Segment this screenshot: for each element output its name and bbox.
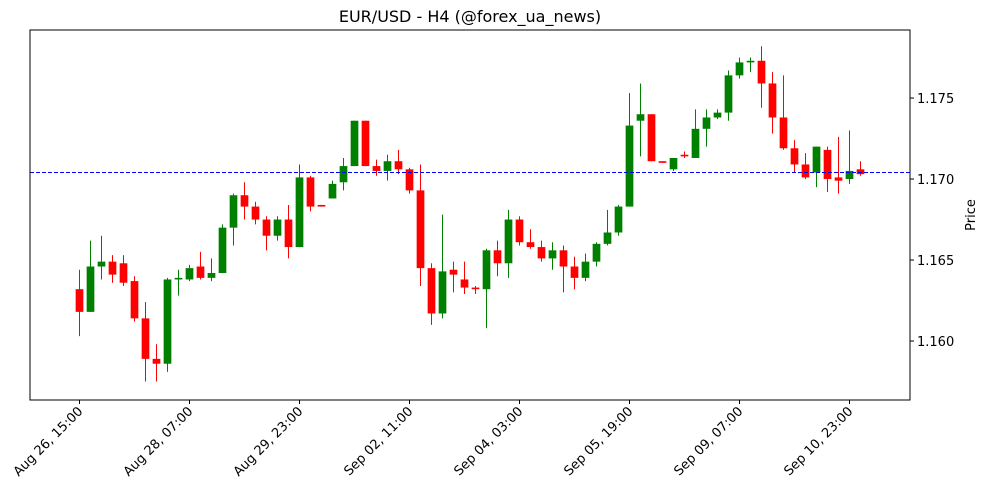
candle-body [823,149,832,180]
candle-body [746,60,755,63]
candle-body [603,232,612,244]
candle-body [669,157,678,170]
candle-body [317,204,326,207]
candle-body [306,177,315,207]
candle-body [614,206,623,233]
candle-body [691,128,700,158]
y-tick-label: 1.160 [917,335,954,350]
candle-body [790,148,799,165]
candle-body [834,177,843,181]
candle-body [856,169,865,175]
candle-body [438,271,447,314]
candle-body [86,266,95,312]
y-tick-label: 1.165 [917,254,954,269]
candle-body [328,183,337,199]
candle-body [768,83,777,118]
candle-body [97,261,106,267]
candle-body [702,117,711,129]
candle-body [592,243,601,262]
candle-body [372,166,381,171]
candle-body [482,250,491,290]
candle-body [526,242,535,248]
candle-body [405,169,414,191]
candle-body [559,250,568,267]
candle-body [141,318,150,359]
candle-body [460,279,469,288]
candle-body [504,219,513,264]
candle-body [174,277,183,280]
candle-body [801,164,810,178]
candle-body [75,289,84,312]
candle-body [262,219,271,236]
candle-body [163,279,172,364]
candle-body [196,266,205,278]
chart-title: EUR/USD - H4 (@forex_ua_news) [339,7,601,27]
candle-body [185,268,194,280]
candle-body [416,190,425,269]
candle-body [570,266,579,278]
candle-body [218,227,227,273]
candle-body [812,146,821,173]
candle-body [383,161,392,171]
candle-body [240,195,249,207]
candle-body [295,177,304,248]
y-axis-label: Price [964,199,979,231]
candle-body [361,120,370,167]
candle-body [493,250,502,264]
candle-body [537,247,546,259]
candle-body [108,261,117,275]
candle-body [350,120,359,167]
candle-body [845,170,854,180]
candle-body [339,166,348,183]
candle-body [207,272,216,278]
candle-body [251,206,260,220]
candle-body [658,161,667,163]
candle-body [229,195,238,228]
candle-body [680,154,689,157]
candle-body [130,281,139,319]
candle-body [625,125,634,207]
candle-body [471,287,480,290]
candle-body [427,268,436,314]
candle-body [449,269,458,275]
candle-body [636,114,645,121]
candle-body [724,75,733,113]
y-tick-label: 1.170 [917,173,954,188]
candle-body [152,358,161,364]
y-tick-label: 1.175 [917,92,954,107]
candle-body [757,60,766,84]
candle-body [284,219,293,248]
candle-body [779,117,788,149]
candle-body [713,112,722,118]
plot-frame [29,29,911,401]
candle-body [548,250,557,259]
candle-body [273,219,282,236]
candle-body [581,261,590,278]
candle-body [515,219,524,243]
candle-body [394,161,403,170]
candle-body [647,114,656,162]
candle-body [119,263,128,283]
candle-body [735,62,744,76]
